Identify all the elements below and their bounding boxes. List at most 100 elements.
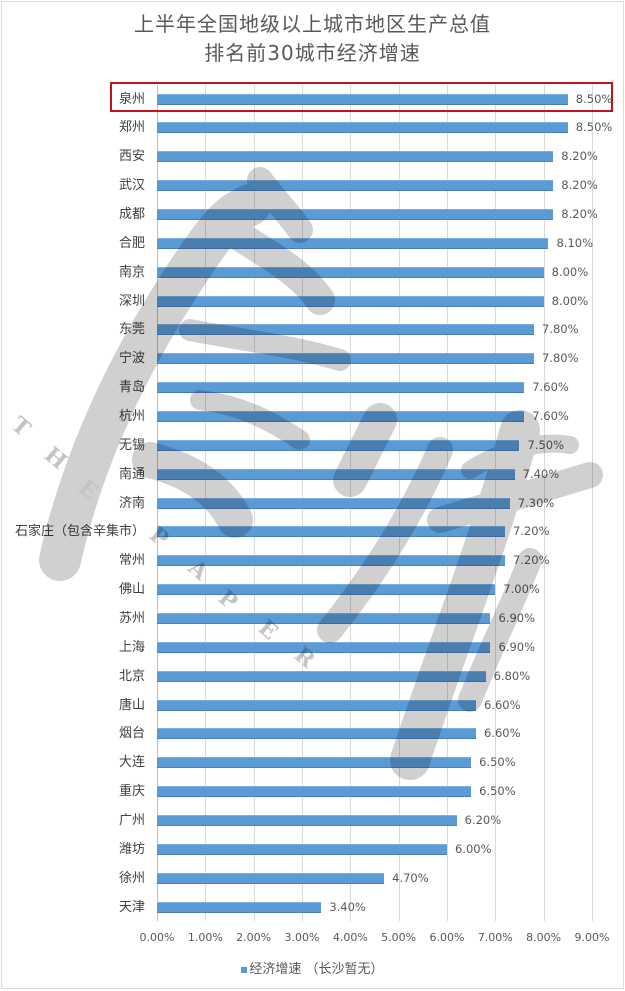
- category-label: 烟台: [118, 726, 145, 742]
- bar: [157, 843, 447, 855]
- value-label: 7.20%: [512, 524, 550, 539]
- category-label: 北京: [118, 668, 145, 684]
- bar-row: 宁波 7.80%: [0, 344, 625, 373]
- value-label: 7.30%: [517, 495, 555, 510]
- bar-row: 泉州 8.50%: [0, 85, 625, 114]
- bar: [157, 815, 457, 826]
- category-label: 武汉: [118, 178, 145, 194]
- value-label: 6.80%: [493, 668, 531, 683]
- bar: [157, 151, 554, 163]
- value-label: 7.50%: [527, 437, 565, 452]
- bar: [157, 208, 554, 220]
- bar-row: 西安 8.20%: [0, 142, 625, 171]
- bar-row: 郑州 8.50%: [0, 113, 625, 142]
- bar: [157, 266, 544, 278]
- bar: [157, 324, 534, 336]
- bar-row: 大连 6.50%: [0, 748, 625, 777]
- category-label: 佛山: [118, 582, 145, 598]
- value-label: 4.70%: [392, 870, 429, 885]
- category-label: 济南: [118, 495, 145, 511]
- bar-row: 佛山 7.00%: [0, 575, 625, 604]
- bar-row: 常州 7.20%: [0, 546, 625, 575]
- category-label: 唐山: [118, 697, 145, 713]
- x-tick-label: 4.00%: [332, 931, 368, 944]
- bar-row: 唐山 6.60%: [0, 691, 625, 720]
- value-label: 6.20%: [464, 813, 502, 827]
- bar: [157, 382, 525, 394]
- x-tick-label: 1.00%: [187, 931, 223, 944]
- category-label: 徐州: [118, 870, 145, 886]
- bar-row: 合肥 8.10%: [0, 229, 625, 258]
- chart-title-line-1: 上半年全国地级以上城市地区生产总值: [134, 12, 491, 36]
- x-tick-label: 2.00%: [236, 931, 272, 944]
- bar: [157, 641, 491, 653]
- bar: [157, 786, 472, 798]
- category-label: 郑州: [118, 120, 145, 136]
- chart-title-line-2: 排名前30城市经济增速: [204, 41, 421, 65]
- category-label: 常州: [118, 553, 145, 569]
- bar: [157, 526, 505, 538]
- bar: [157, 180, 554, 192]
- bar: [157, 295, 544, 307]
- bar-row: 石家庄（包含辛集市） 7.20%: [0, 517, 625, 546]
- value-label: 3.40%: [329, 899, 366, 914]
- category-label: 苏州: [118, 610, 145, 626]
- category-label: 潍坊: [118, 841, 145, 857]
- bar-row: 南京 8.00%: [0, 258, 625, 287]
- value-label: 8.20%: [561, 206, 598, 221]
- value-label: 7.80%: [541, 322, 579, 337]
- category-label: 泉州: [118, 91, 145, 107]
- value-label: 8.50%: [575, 91, 613, 106]
- bar: [157, 757, 472, 769]
- bar: [157, 584, 496, 596]
- category-label: 深圳: [118, 293, 145, 309]
- x-tick-label: 5.00%: [381, 931, 417, 944]
- bar-row: 徐州 4.70%: [0, 864, 625, 893]
- category-label: 杭州: [118, 408, 145, 424]
- category-label: 成都: [118, 206, 145, 222]
- bar-row: 深圳 8.00%: [0, 287, 625, 316]
- value-label: 7.00%: [503, 582, 540, 597]
- value-label: 7.40%: [522, 466, 560, 481]
- bar: [157, 410, 525, 422]
- value-label: 6.90%: [498, 639, 536, 654]
- bar-row: 上海 6.90%: [0, 633, 625, 662]
- category-label: 重庆: [118, 784, 145, 800]
- bar-row: 天津 3.40%: [0, 893, 625, 922]
- highlight-box-quanzhou: [110, 82, 613, 112]
- category-label: 大连: [118, 755, 145, 771]
- value-label: 6.60%: [483, 697, 521, 712]
- legend-label: 经济增速 （长沙暂无）: [249, 962, 384, 977]
- category-label: 青岛: [118, 380, 145, 396]
- bar-row: 青岛 7.60%: [0, 373, 625, 402]
- bar: [157, 439, 520, 451]
- bar: [157, 728, 476, 740]
- category-label: 天津: [118, 899, 145, 915]
- bar: [157, 555, 505, 567]
- bar-row: 杭州 7.60%: [0, 402, 625, 431]
- category-label: 东莞: [118, 322, 145, 338]
- legend-swatch-icon: [241, 966, 248, 973]
- x-tick-label: 6.00%: [429, 931, 465, 944]
- value-label: 8.20%: [561, 149, 598, 164]
- bar-row: 南通 7.40%: [0, 460, 625, 489]
- x-tick-label: 0.00%: [139, 931, 175, 944]
- bar: [157, 353, 534, 365]
- value-label: 7.80%: [541, 351, 579, 366]
- value-label: 7.60%: [532, 408, 569, 423]
- category-label: 西安: [118, 149, 145, 165]
- category-label: 广州: [118, 813, 145, 828]
- value-label: 6.00%: [454, 841, 492, 856]
- bar: [157, 872, 385, 884]
- bar-row: 烟台 6.60%: [0, 719, 625, 748]
- value-label: 8.20%: [561, 178, 598, 193]
- bar-row: 无锡 7.50%: [0, 431, 625, 460]
- bar-row: 广州 6.20%: [0, 806, 625, 835]
- x-tick-label: 7.00%: [477, 931, 513, 944]
- bar: [157, 122, 568, 134]
- bar-row: 济南 7.30%: [0, 489, 625, 518]
- bar: [157, 670, 486, 682]
- value-label: 6.50%: [479, 784, 516, 799]
